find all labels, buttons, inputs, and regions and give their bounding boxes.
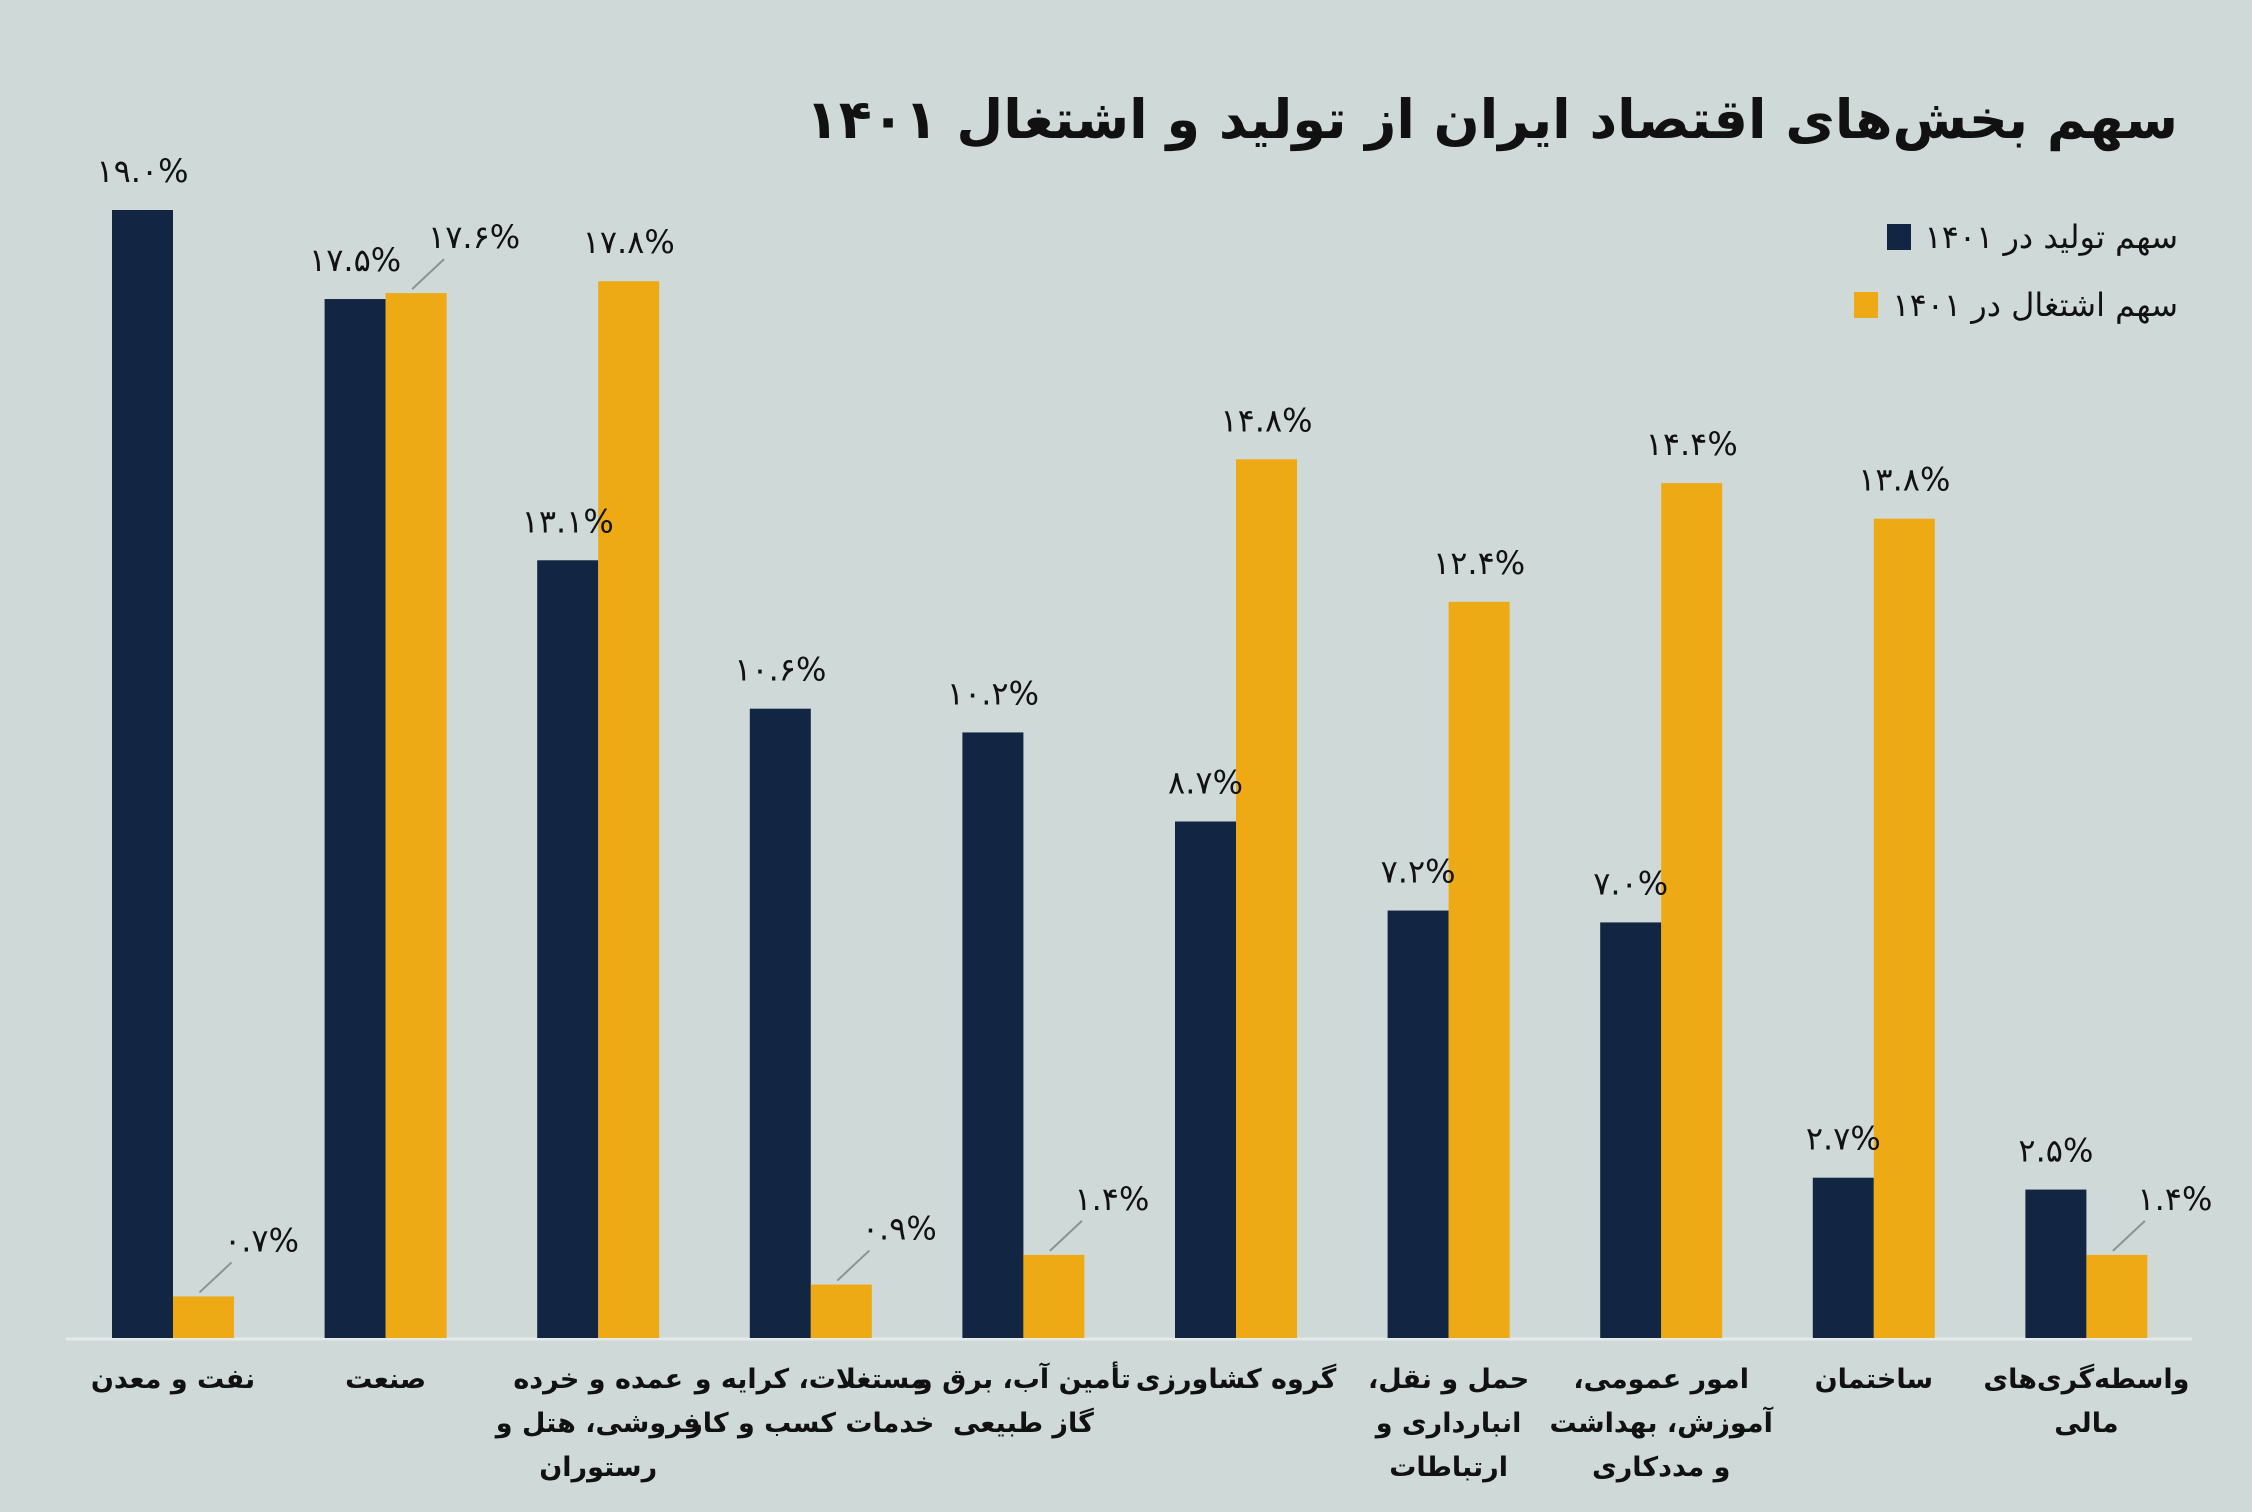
bar-production [537, 560, 599, 1338]
category-label: گروه کشاورزی [1136, 1363, 1337, 1395]
callout-line [411, 258, 445, 290]
bar-employment [1873, 518, 1935, 1338]
bar-employment [1236, 459, 1297, 1338]
category-label: و مددکاری [1592, 1452, 1730, 1483]
legend-item-production: سهم تولید در ۱۴۰۱ [1886, 218, 2178, 256]
category-label: ارتباطات [1389, 1452, 1508, 1483]
category-label: واسطه‌گری‌های [1983, 1363, 2189, 1395]
category-label: رستوران [539, 1452, 657, 1483]
bar-employment [1023, 1254, 1085, 1338]
value-label-production: ۱۰.۲% [947, 674, 1039, 712]
category-label: عمده و خرده [513, 1364, 683, 1395]
category-label: حمل و نقل، [1368, 1364, 1529, 1395]
value-label-production: ۷.۲% [1381, 853, 1456, 891]
bar-production [112, 210, 173, 1338]
category-label: امور عمومی، [1573, 1364, 1749, 1395]
value-label-production: ۲.۵% [2018, 1132, 2093, 1170]
chart-title: سهم بخش‌های اقتصاد ایران از تولید و اشتغ… [805, 88, 2178, 151]
value-label-employment: ۱.۴% [1074, 1180, 1149, 1218]
category-label: ساختمان [1815, 1364, 1933, 1395]
category-label: صنعت [345, 1364, 426, 1395]
bar-production [1175, 821, 1236, 1338]
legend-swatch-employment [1854, 292, 1879, 318]
category-label: فروشی، هتل و [494, 1408, 701, 1439]
bar-production [962, 732, 1024, 1338]
bar-production [749, 708, 811, 1338]
legend-label-employment: سهم اشتغال در ۱۴۰۱ [1892, 286, 2178, 324]
value-label-employment: ۰.۹% [862, 1210, 937, 1248]
category-label: آموزش، بهداشت [1550, 1406, 1774, 1439]
category-label: انبارداری و [1374, 1408, 1522, 1439]
value-label-production: ۱۰.۶% [734, 651, 826, 689]
value-label-employment: ۱۲.۴% [1433, 544, 1525, 582]
legend-swatch-production [1886, 224, 1911, 250]
callout-line [1049, 1220, 1083, 1252]
bar-employment [2086, 1254, 2148, 1338]
category-label: مستغلات، کرایه و [693, 1364, 927, 1395]
value-label-employment: ۱۴.۴% [1646, 425, 1738, 463]
bar-employment [173, 1296, 234, 1338]
value-label-employment: ۱۷.۸% [583, 223, 675, 261]
value-label-production: ۸.۷% [1168, 763, 1243, 801]
category-label: نفت و معدن [91, 1364, 255, 1395]
bar-production [1812, 1177, 1874, 1338]
bar-employment [598, 281, 660, 1339]
value-label-production: ۱۷.۵% [309, 241, 401, 279]
value-label-employment: ۱۴.۸% [1220, 401, 1312, 439]
callout-line [836, 1249, 870, 1282]
bar-production [1600, 922, 1662, 1338]
value-label-production: ۷.۰% [1593, 864, 1668, 902]
category-label: تأمین آب، برق و [914, 1361, 1131, 1395]
callout-line [198, 1261, 233, 1294]
category-label: مالی [2054, 1408, 2118, 1439]
callout-line [2112, 1220, 2146, 1252]
bar-production [2025, 1189, 2087, 1338]
legend-label-production: سهم تولید در ۱۴۰۱ [1924, 218, 2178, 256]
bar-employment [810, 1284, 872, 1338]
value-label-employment: ۱۳.۸% [1858, 461, 1950, 499]
bar-employment [1448, 601, 1510, 1338]
value-label-employment: ۱.۴% [2137, 1180, 2212, 1218]
bar-employment [1661, 483, 1723, 1338]
bar-production [1387, 910, 1449, 1338]
value-label-production: ۱۳.۱% [522, 502, 614, 540]
category-label: خدمات کسب و کار [685, 1408, 934, 1439]
value-label-production: ۲.۷% [1806, 1120, 1881, 1158]
value-label-employment: ۱۷.۶% [428, 218, 520, 256]
legend-item-employment: سهم اشتغال در ۱۴۰۱ [1854, 286, 2178, 324]
value-label-employment: ۰.۷% [224, 1221, 299, 1259]
bar-production [324, 299, 386, 1339]
value-label-production: ۱۹.۰% [96, 152, 188, 190]
bar-employment [385, 293, 447, 1339]
category-label: گاز طبیعی [953, 1407, 1094, 1439]
